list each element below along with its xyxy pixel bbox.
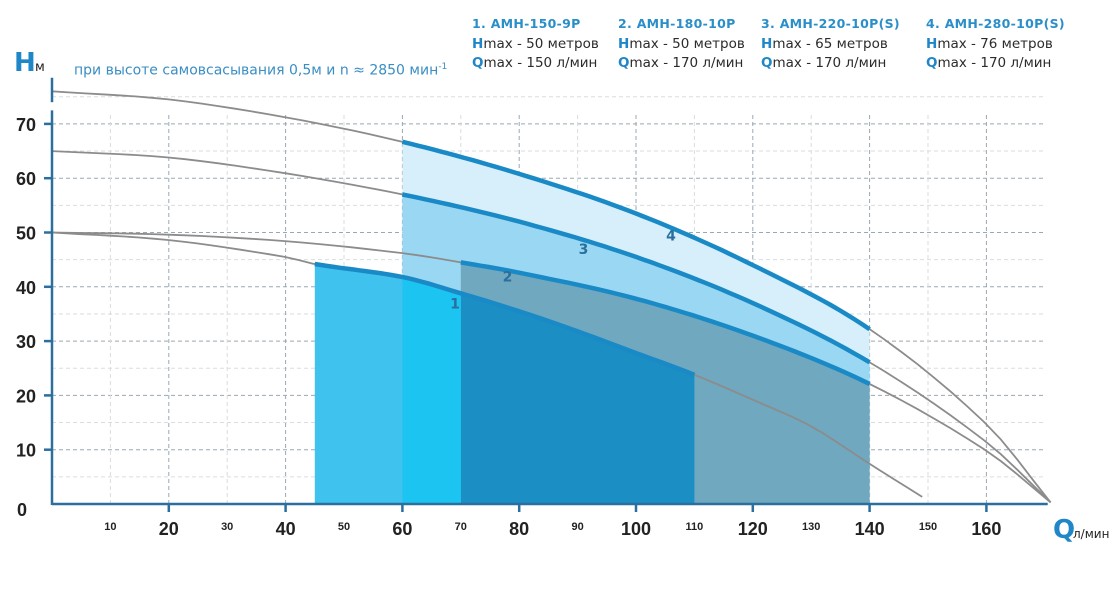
y-tick-label: 60 [16,169,36,189]
x-axis-label: Q [1053,515,1076,545]
legend-hmax: Hmax - 50 метров [472,35,599,54]
x-tick-label-minor: 110 [686,521,704,533]
working-curve-3 [401,192,871,365]
subtitle-text: при высоте самовсасывания 0,5м и n ≈ 285… [74,62,439,79]
working-curve-2 [460,260,871,387]
fill-overlap-1-2 [460,293,695,504]
x-tick-label-minor: 70 [455,521,467,533]
q-letter: Q [618,55,630,71]
h-letter: H [472,36,484,52]
y-tick-label: 20 [16,386,36,406]
hmax-text: max - 76 метров [937,36,1053,52]
working-curves [314,139,871,387]
y-tick-label: 40 [16,278,36,298]
y-tick-label: 10 [16,441,36,461]
x-tick-label-minor: 30 [221,521,233,533]
hmax-text: max - 65 метров [772,36,888,52]
legend-qmax: Qmax - 170 л/мин [618,54,745,73]
x-tick-label-major: 120 [738,519,768,539]
h-letter: H [761,36,773,52]
legend-qmax: Qmax - 170 л/мин [926,54,1065,73]
legend-hmax: Hmax - 50 метров [618,35,745,54]
q-letter: Q [472,55,484,71]
y-axis-unit: м [35,60,45,75]
x-tick-label-major: 100 [621,519,651,539]
chart-subtitle: при высоте самовсасывания 0,5м и n ≈ 285… [74,62,447,79]
legend-item-4: 4. АМН-280-10Р(S) Hmax - 76 метров Qmax … [926,16,1065,73]
legend-item-2: 2. АМН-180-10Р Hmax - 50 метров Qmax - 1… [618,16,745,73]
qmax-text: max - 170 л/мин [772,55,887,71]
y-axis-label: H [14,48,36,78]
y-tick-label: 50 [16,224,36,244]
legend-model: 3. АМН-220-10Р(S) [761,16,900,31]
working-curve-4 [401,139,871,332]
series-label-3: 3 [579,242,589,258]
h-letter: H [926,36,938,52]
working-curve-1 [314,261,696,377]
legend-qmax: Qmax - 170 л/мин [761,54,900,73]
series-label-2: 2 [503,269,513,285]
x-axis-unit: л/мин [1073,527,1110,541]
legend-model: 2. АМН-180-10Р [618,16,736,31]
legend-model: 4. АМН-280-10Р(S) [926,16,1065,31]
subtitle-superscript: -1 [438,62,448,72]
x-tick-label-major: 20 [159,519,179,539]
x-tick-label-minor: 150 [919,521,937,533]
x-tick-label-major: 40 [276,519,296,539]
x-tick-label-major: 160 [971,519,1001,539]
x-tick-label-minor: 10 [104,521,116,533]
x-tick-label-major: 60 [392,519,412,539]
tick-labels: 0 10 20 30 40 50 60 70 20 40 60 80 100 120 140 160 10 30 5… [16,115,1001,539]
x-tick-label-major: 80 [509,519,529,539]
series-labels: 1 2 3 4 [450,229,676,313]
qmax-text: max - 170 л/мин [937,55,1052,71]
series-label-1: 1 [450,297,460,313]
legend-model: 1. АМН-150-9Р [472,16,581,31]
x-tick-label-major: 140 [855,519,885,539]
legend-hmax: Hmax - 65 метров [761,35,900,54]
qmax-text: max - 170 л/мин [629,55,744,71]
y-tick-label: 30 [16,332,36,352]
legend-item-1: 1. АМН-150-9Р Hmax - 50 метров Qmax - 15… [472,16,599,73]
fill-overlap-1-3 [402,277,461,504]
h-letter: H [618,36,630,52]
legend-qmax: Qmax - 150 л/мин [472,54,599,73]
axes [44,77,1048,512]
x-tick-label-minor: 90 [571,521,583,533]
hmax-text: max - 50 метров [483,36,599,52]
legend-item-3: 3. АМН-220-10Р(S) Hmax - 65 метров Qmax … [761,16,900,73]
hmax-text: max - 50 метров [629,36,745,52]
x-tick-label-minor: 130 [802,521,820,533]
y-tick-label: 70 [16,115,36,135]
q-letter: Q [761,55,773,71]
q-letter: Q [926,55,938,71]
x-tick-label-minor: 50 [338,521,350,533]
series-label-4: 4 [666,229,676,245]
y-tick-label: 0 [17,500,27,520]
legend-hmax: Hmax - 76 метров [926,35,1065,54]
qmax-text: max - 150 л/мин [483,55,598,71]
